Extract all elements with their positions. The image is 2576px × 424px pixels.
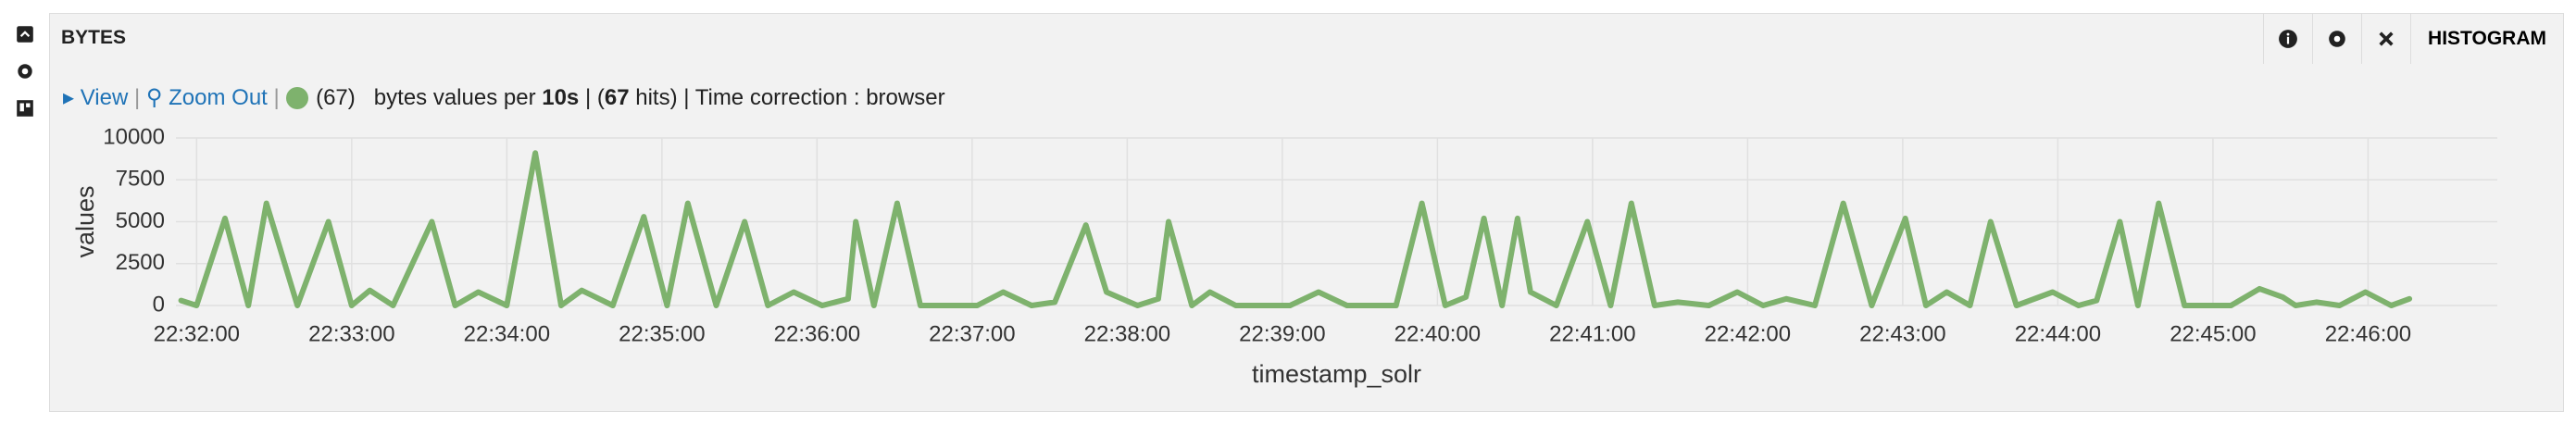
x-tick-label: 22:33:00	[308, 321, 394, 346]
y-tick-label: 10000	[103, 124, 165, 149]
view-caret[interactable]: ▸	[63, 85, 81, 110]
y-tick-label: 0	[153, 292, 165, 317]
mode-button[interactable]: HISTOGRAM	[2410, 14, 2563, 64]
x-tick-label: 22:44:00	[2015, 321, 2101, 346]
zoom-out-link[interactable]: Zoom Out	[169, 84, 268, 110]
x-tick-label: 22:32:00	[154, 321, 240, 346]
legend-hits: 67	[604, 84, 630, 110]
x-tick-label: 22:36:00	[774, 321, 860, 346]
x-tick-label: 22:46:00	[2325, 321, 2411, 346]
x-axis-title: timestamp_solr	[1252, 360, 1421, 388]
legend-hits-suffix: hits) | Time correction : browser	[635, 84, 945, 110]
x-tick-label: 22:41:00	[1549, 321, 1635, 346]
legend-count: (67)	[316, 84, 356, 110]
x-tick-label: 22:42:00	[1705, 321, 1791, 346]
panel: BYTES HISTOGRAM ▸ View | ⚲ Zoom Out | (6…	[49, 13, 2564, 412]
settings-icon[interactable]	[15, 61, 35, 81]
x-tick-label: 22:43:00	[1859, 321, 1945, 346]
layout-icon[interactable]	[15, 98, 35, 118]
x-tick-label: 22:45:00	[2170, 321, 2256, 346]
legend: ▸ View | ⚲ Zoom Out | (67) bytes values …	[63, 84, 945, 111]
x-tick-label: 22:38:00	[1084, 321, 1170, 346]
x-tick-label: 22:40:00	[1394, 321, 1481, 346]
panel-icon[interactable]	[15, 24, 35, 44]
info-button[interactable]	[2263, 14, 2312, 64]
x-tick-label: 22:37:00	[929, 321, 1015, 346]
legend-text: bytes values per	[373, 84, 536, 110]
panel-buttons: HISTOGRAM	[2263, 14, 2563, 64]
zoom-icon[interactable]: ⚲	[145, 85, 169, 110]
legend-interval: 10s	[542, 84, 580, 110]
close-button[interactable]	[2361, 14, 2410, 64]
view-link[interactable]: View	[80, 84, 129, 110]
data-line	[178, 150, 2413, 308]
y-axis-title: values	[71, 185, 99, 257]
panel-title: BYTES	[61, 27, 127, 48]
legend-swatch	[286, 86, 309, 109]
x-tick-label: 22:35:00	[619, 321, 705, 346]
settings-button[interactable]	[2312, 14, 2361, 64]
y-tick-label: 7500	[116, 167, 165, 192]
y-tick-label: 2500	[116, 250, 165, 275]
x-tick-label: 22:34:00	[464, 321, 550, 346]
x-tick-label: 22:39:00	[1239, 321, 1325, 346]
y-tick-label: 5000	[116, 208, 165, 233]
legend-hits-prefix: | (	[584, 84, 605, 110]
